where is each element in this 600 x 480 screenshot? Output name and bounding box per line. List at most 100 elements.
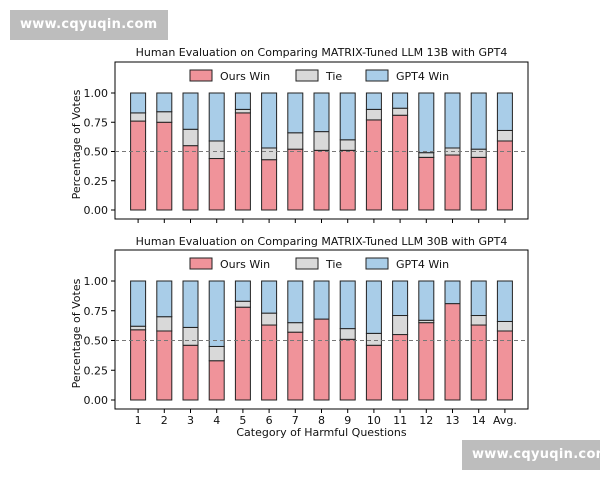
bar-tie-cat-3 bbox=[182, 326, 199, 346]
bar-gpt4-win-cat-Avg bbox=[496, 92, 513, 131]
bar-gpt4-win-cat-5 bbox=[234, 280, 251, 302]
bar-gpt4-win-cat-12 bbox=[418, 92, 435, 154]
bar-gpt4-win-cat-6 bbox=[261, 280, 278, 314]
y-tick-label: 0.00 bbox=[84, 204, 109, 217]
legend-swatch-gpt4-win bbox=[365, 257, 389, 270]
bar-ours-win-cat-2 bbox=[156, 121, 173, 211]
bar-ours-win-cat-3 bbox=[182, 145, 199, 211]
x-tick-label: 4 bbox=[213, 414, 220, 427]
bar-tie-cat-2 bbox=[156, 316, 173, 332]
bar-gpt4-win-cat-14 bbox=[470, 92, 487, 150]
bar-gpt4-win-cat-7 bbox=[287, 92, 304, 134]
bar-ours-win-cat-10 bbox=[365, 344, 382, 401]
y-tick-label: 1.00 bbox=[84, 275, 109, 288]
bar-gpt4-win-cat-14 bbox=[470, 280, 487, 317]
y-tick-label: 0.25 bbox=[84, 175, 109, 188]
bar-ours-win-cat-4 bbox=[208, 158, 225, 211]
bar-ours-win-cat-3 bbox=[182, 344, 199, 401]
bar-tie-cat-4 bbox=[208, 140, 225, 160]
bar-tie-cat-5 bbox=[234, 108, 251, 114]
bar-ours-win-cat-7 bbox=[287, 331, 304, 401]
y-axis-label-1: Percentage of Votes bbox=[70, 89, 83, 199]
legend-swatch-tie bbox=[295, 69, 319, 82]
y-tick-label: 0.50 bbox=[84, 335, 109, 348]
bar-ours-win-cat-Avg bbox=[496, 330, 513, 401]
bar-ours-win-cat-14 bbox=[470, 156, 487, 211]
bar-gpt4-win-cat-10 bbox=[365, 280, 382, 334]
bar-ours-win-cat-13 bbox=[444, 154, 461, 211]
bar-gpt4-win-cat-13 bbox=[444, 280, 461, 305]
bar-tie-cat-10 bbox=[365, 332, 382, 346]
bar-ours-win-cat-6 bbox=[261, 159, 278, 211]
bar-gpt4-win-cat-11 bbox=[392, 92, 409, 109]
bar-gpt4-win-cat-6 bbox=[261, 92, 278, 149]
bar-tie-cat-11 bbox=[392, 107, 409, 116]
x-tick-label: 7 bbox=[292, 414, 299, 427]
legend-label-gpt4-win: GPT4 Win bbox=[396, 258, 449, 271]
bar-gpt4-win-cat-13 bbox=[444, 92, 461, 149]
x-tick-label: 6 bbox=[266, 414, 273, 427]
x-tick-label: 11 bbox=[393, 414, 407, 427]
y-axis-label-2: Percentage of Votes bbox=[70, 278, 83, 388]
x-axis-label: Category of Harmful Questions bbox=[236, 426, 406, 439]
x-tick-label: 3 bbox=[187, 414, 194, 427]
bar-gpt4-win-cat-2 bbox=[156, 92, 173, 113]
x-tick-label: 5 bbox=[239, 414, 246, 427]
x-tick-label: 14 bbox=[472, 414, 486, 427]
bar-ours-win-cat-9 bbox=[339, 149, 356, 211]
bar-ours-win-cat-1 bbox=[130, 120, 147, 211]
legend-swatch-tie bbox=[295, 257, 319, 270]
legend-swatch-ours-win bbox=[189, 69, 213, 82]
chart-title-1: Human Evaluation on Comparing MATRIX-Tun… bbox=[136, 46, 508, 59]
bar-tie-cat-5 bbox=[234, 300, 251, 308]
bar-tie-cat-14 bbox=[470, 315, 487, 326]
bar-gpt4-win-cat-8 bbox=[313, 92, 330, 133]
legend-label-tie: Tie bbox=[325, 258, 342, 271]
bar-ours-win-cat-10 bbox=[365, 119, 382, 211]
bar-gpt4-win-cat-1 bbox=[130, 92, 147, 114]
bar-tie-cat-9 bbox=[339, 139, 356, 151]
bar-gpt4-win-cat-3 bbox=[182, 92, 199, 130]
x-tick-label: 13 bbox=[446, 414, 460, 427]
bar-gpt4-win-cat-9 bbox=[339, 280, 356, 330]
bar-tie-cat-6 bbox=[261, 312, 278, 326]
legend-label-ours-win: Ours Win bbox=[220, 70, 270, 83]
bar-tie-cat-9 bbox=[339, 328, 356, 340]
bar-ours-win-cat-12 bbox=[418, 156, 435, 211]
legend-label-gpt4-win: GPT4 Win bbox=[396, 70, 449, 83]
bar-tie-cat-6 bbox=[261, 147, 278, 161]
watermark-top: www.cqyuqin.com bbox=[10, 10, 168, 40]
x-tick-label: 8 bbox=[318, 414, 325, 427]
chart-title-2: Human Evaluation on Comparing MATRIX-Tun… bbox=[136, 235, 508, 248]
bar-tie-cat-1 bbox=[130, 112, 147, 122]
bar-tie-cat-10 bbox=[365, 108, 382, 121]
y-tick-label: 0.75 bbox=[84, 116, 109, 129]
x-tick-label: 9 bbox=[344, 414, 351, 427]
bar-ours-win-cat-5 bbox=[234, 306, 251, 401]
bar-tie-cat-8 bbox=[313, 131, 330, 151]
legend-background-2 bbox=[186, 256, 498, 272]
bar-tie-cat-Avg bbox=[496, 320, 513, 332]
bar-tie-cat-Avg bbox=[496, 129, 513, 142]
bar-tie-cat-1 bbox=[130, 325, 147, 331]
bar-gpt4-win-cat-10 bbox=[365, 92, 382, 110]
bar-ours-win-cat-8 bbox=[313, 149, 330, 211]
bar-tie-cat-11 bbox=[392, 315, 409, 336]
legend-label-tie: Tie bbox=[325, 70, 342, 83]
watermark-bottom: www.cqyuqin.com bbox=[462, 440, 600, 470]
bar-gpt4-win-cat-12 bbox=[418, 280, 435, 321]
bar-gpt4-win-cat-5 bbox=[234, 92, 251, 110]
bar-gpt4-win-cat-8 bbox=[313, 280, 330, 320]
legend-swatch-ours-win bbox=[189, 257, 213, 270]
legend-label-ours-win: Ours Win bbox=[220, 258, 270, 271]
legend-swatch-gpt4-win bbox=[365, 69, 389, 82]
bar-ours-win-cat-5 bbox=[234, 112, 251, 211]
y-tick-label: 0.50 bbox=[84, 146, 109, 159]
bar-gpt4-win-cat-Avg bbox=[496, 280, 513, 322]
bar-tie-cat-2 bbox=[156, 111, 173, 123]
x-tick-label: Avg. bbox=[493, 414, 517, 427]
bar-gpt4-win-cat-3 bbox=[182, 280, 199, 328]
bar-gpt4-win-cat-7 bbox=[287, 280, 304, 324]
x-tick-label: 12 bbox=[419, 414, 433, 427]
